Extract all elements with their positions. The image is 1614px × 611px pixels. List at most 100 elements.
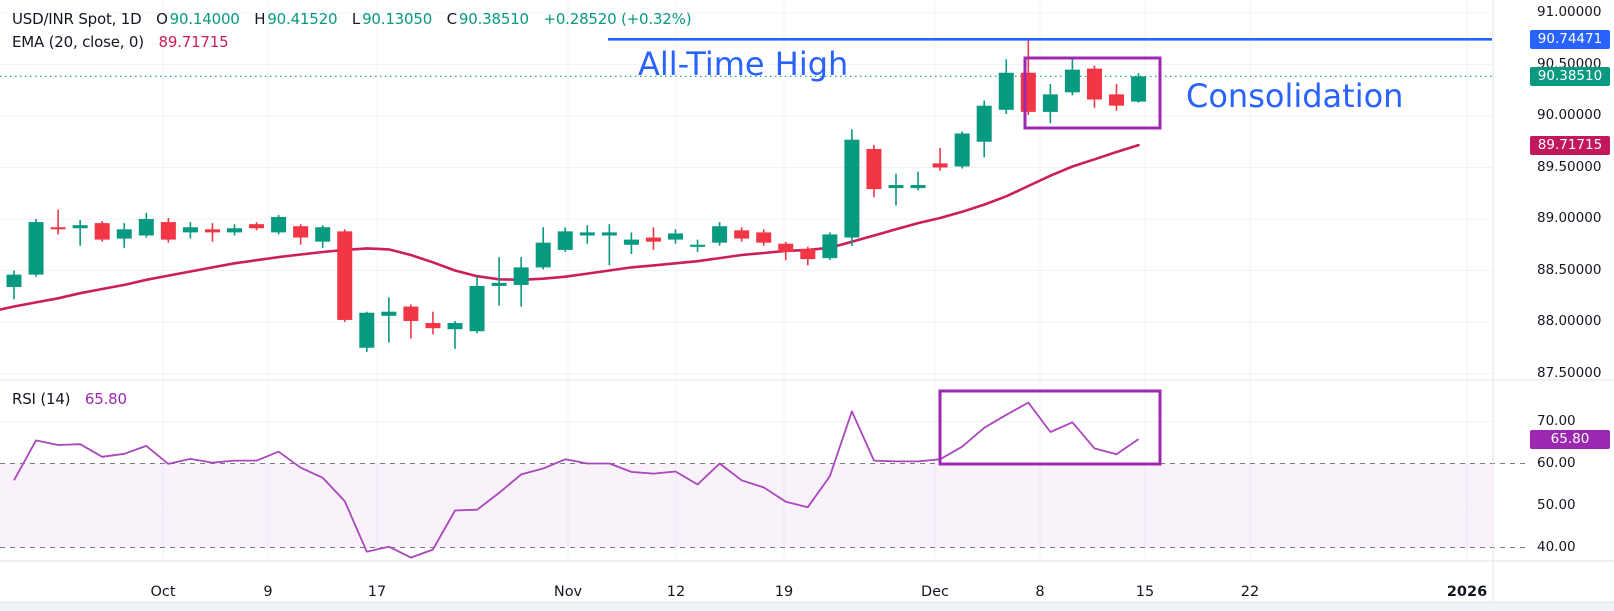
candle-body — [249, 224, 265, 229]
candle-body — [910, 185, 926, 189]
time-label-9: 9 — [263, 584, 273, 600]
price-tick-label: 91.00000 — [1537, 4, 1602, 20]
candle-body — [601, 232, 617, 236]
high-label: H — [254, 10, 266, 28]
rsi-range-box[interactable] — [938, 389, 1162, 466]
candle-body — [1042, 94, 1058, 112]
time-label-2026: 2026 — [1446, 584, 1488, 600]
time-label-dec: Dec — [920, 584, 950, 600]
change-value: +0.28520 (+0.32%) — [543, 10, 692, 28]
time-label-15: 15 — [1135, 584, 1155, 600]
candle-body — [690, 244, 706, 247]
candle-body — [50, 227, 66, 230]
candle-body — [227, 228, 242, 233]
candle-body — [491, 282, 507, 286]
rsi-tick-label: 50.00 — [1537, 496, 1576, 513]
symbol-title: USD/INR Spot, 1D — [12, 10, 142, 28]
price-tick-label: 87.50000 — [1537, 364, 1602, 381]
open-value: 90.14000 — [169, 10, 240, 28]
candle-body — [6, 274, 22, 287]
candle-body — [1131, 76, 1147, 102]
low-value: 90.13050 — [362, 10, 433, 28]
candle-body — [1109, 94, 1124, 106]
candle-body — [822, 234, 838, 259]
rsi-value-badge: 65.80 — [1530, 429, 1610, 449]
rsi-label: RSI (14) — [12, 390, 71, 408]
time-label-12: 12 — [666, 584, 686, 600]
rsi-tick-label: 40.00 — [1537, 538, 1576, 555]
candle-body — [315, 227, 331, 242]
candle-body — [645, 237, 661, 242]
candle-body — [94, 223, 110, 240]
candle-body — [28, 222, 44, 275]
price-tick-label: 89.00000 — [1537, 210, 1602, 226]
price-tick-label: 88.00000 — [1537, 313, 1602, 329]
ema-label: EMA (20, close, 0) — [12, 33, 144, 51]
close-value: 90.38510 — [458, 10, 529, 28]
rsi-value: 65.80 — [84, 390, 127, 408]
time-label-oct: Oct — [150, 584, 176, 600]
candle-body — [116, 229, 132, 239]
candle-body — [204, 229, 220, 233]
time-label-19: 19 — [774, 584, 794, 600]
candle-body — [756, 232, 772, 243]
time-label-22: 22 — [1240, 584, 1260, 600]
ath-price-badge: 90.74471 — [1530, 29, 1610, 49]
candle-body — [469, 285, 485, 332]
candle-body — [359, 312, 375, 348]
candle-body — [734, 230, 750, 239]
candle-body — [72, 225, 88, 229]
candle-body — [888, 185, 904, 189]
symbol-legend[interactable]: USD/INR Spot, 1D O 90.14000 H 90.41520 L 90… — [12, 10, 692, 28]
rsi-legend[interactable]: RSI (14) 65.80 — [12, 390, 127, 408]
candle-body — [778, 243, 794, 252]
price-tick-label: 89.50000 — [1537, 158, 1602, 175]
last-price-badge: 90.38510 — [1530, 66, 1610, 86]
low-label: L — [351, 10, 361, 28]
all-time-high-annotation: All-Time High — [638, 45, 849, 83]
candle-body — [866, 148, 882, 190]
time-label-8: 8 — [1035, 584, 1045, 600]
ema-legend[interactable]: EMA (20, close, 0) 89.71715 — [12, 33, 229, 51]
candle-body — [381, 311, 397, 316]
candle-body — [712, 226, 728, 243]
candle-body — [337, 231, 353, 320]
candle-body — [932, 163, 948, 168]
price-tick-label: 90.00000 — [1537, 107, 1602, 123]
candle-body — [425, 323, 441, 329]
candle-body — [998, 72, 1014, 110]
time-scale[interactable] — [0, 561, 1614, 601]
close-label: C — [446, 10, 457, 28]
candle-body — [447, 323, 463, 330]
candle-body — [293, 226, 309, 238]
candle-body — [138, 219, 154, 236]
high-value: 90.41520 — [267, 10, 338, 28]
ema-price-badge: 89.71715 — [1530, 135, 1610, 155]
time-label-nov: Nov — [553, 584, 583, 600]
candle-body — [976, 105, 992, 142]
ema-line — [0, 143, 1140, 311]
consolidation-box[interactable] — [1023, 56, 1162, 130]
candle-body — [182, 227, 198, 233]
price-tick-label: 88.50000 — [1537, 261, 1602, 278]
rsi-tick-label: 60.00 — [1537, 454, 1576, 471]
candle-body — [579, 232, 595, 236]
candle-body — [623, 239, 639, 245]
consolidation-annotation: Consolidation — [1186, 77, 1404, 115]
candle-body — [160, 222, 176, 240]
candle-body — [1020, 72, 1036, 112]
candle-body — [844, 139, 860, 238]
candle-body — [403, 306, 419, 321]
bottom-strip — [0, 602, 1614, 611]
candle-body — [271, 216, 287, 233]
candle-body — [954, 133, 970, 167]
candle-body — [800, 248, 816, 260]
candle-body — [535, 242, 551, 268]
candle-body — [513, 267, 529, 285]
candle-body — [668, 233, 683, 240]
rsi-line — [13, 401, 1140, 559]
ema-value: 89.71715 — [158, 33, 229, 51]
time-label-17: 17 — [367, 584, 387, 600]
